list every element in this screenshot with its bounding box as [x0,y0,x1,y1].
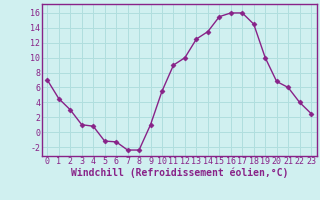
X-axis label: Windchill (Refroidissement éolien,°C): Windchill (Refroidissement éolien,°C) [70,168,288,178]
